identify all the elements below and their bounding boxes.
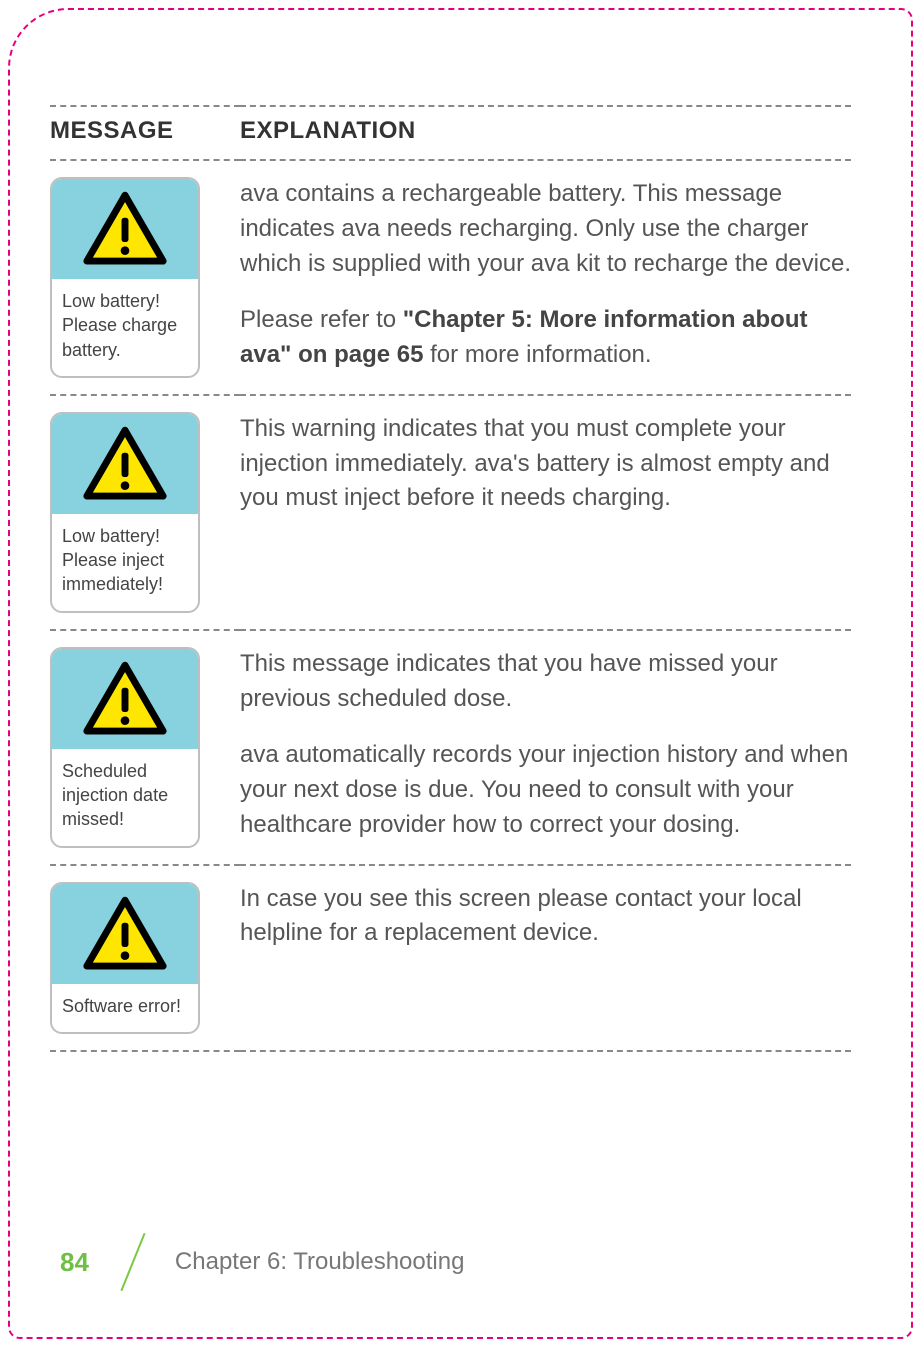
page-footer: 84 Chapter 6: Troubleshooting (60, 1237, 464, 1287)
message-card-text: Software error! (52, 984, 198, 1032)
message-cell: Scheduled injection date missed! (50, 630, 240, 865)
message-card-text: Low battery! Please charge battery. (52, 279, 198, 376)
explanation-segment: This warning indicates that you must com… (240, 415, 830, 512)
explanation-segment: Please refer to (240, 306, 403, 333)
main-content: MESSAGE EXPLANATION Low battery! Please … (50, 105, 851, 1052)
page-number: 84 (60, 1247, 89, 1278)
message-cell: Low battery! Please inject immediately! (50, 395, 240, 630)
message-card: Low battery! Please charge battery. (50, 177, 200, 378)
explanation-cell: In case you see this screen please conta… (240, 865, 851, 1051)
table-row: Software error! In case you see this scre… (50, 865, 851, 1051)
explanation-paragraph: Please refer to "Chapter 5: More informa… (240, 303, 851, 373)
warning-triangle-icon (80, 190, 170, 268)
message-card-text: Low battery! Please inject immediately! (52, 514, 198, 611)
explanation-paragraph: ava contains a rechargeable battery. Thi… (240, 177, 851, 281)
table-row: Low battery! Please inject immediately! T… (50, 395, 851, 630)
troubleshooting-table: MESSAGE EXPLANATION Low battery! Please … (50, 105, 851, 1052)
message-card-icon-area (52, 884, 198, 984)
explanation-paragraph: This message indicates that you have mis… (240, 647, 851, 717)
message-cell: Software error! (50, 865, 240, 1051)
table-row: Low battery! Please charge battery. ava c… (50, 160, 851, 395)
message-card-icon-area (52, 179, 198, 279)
warning-triangle-icon (80, 895, 170, 973)
chapter-label: Chapter 6: Troubleshooting (175, 1248, 465, 1276)
explanation-paragraph: ava automatically records your injection… (240, 738, 851, 842)
explanation-paragraph: This warning indicates that you must com… (240, 412, 851, 516)
explanation-segment: ava contains a rechargeable battery. Thi… (240, 180, 851, 277)
table-body: Low battery! Please charge battery. ava c… (50, 160, 851, 1051)
table-row: Scheduled injection date missed! This mes… (50, 630, 851, 865)
explanation-segment: for more information. (423, 341, 651, 368)
explanation-segment: In case you see this screen please conta… (240, 885, 802, 947)
message-card: Low battery! Please inject immediately! (50, 412, 200, 613)
footer-slash-decoration (107, 1237, 157, 1287)
explanation-text: ava contains a rechargeable battery. Thi… (240, 177, 851, 373)
message-card: Scheduled injection date missed! (50, 647, 200, 848)
explanation-segment: ava automatically records your injection… (240, 741, 848, 838)
message-cell: Low battery! Please charge battery. (50, 160, 240, 395)
explanation-segment: This message indicates that you have mis… (240, 650, 778, 712)
explanation-text: In case you see this screen please conta… (240, 882, 851, 952)
header-explanation: EXPLANATION (240, 106, 851, 160)
explanation-text: This warning indicates that you must com… (240, 412, 851, 516)
message-card-text: Scheduled injection date missed! (52, 749, 198, 846)
message-card-icon-area (52, 649, 198, 749)
warning-triangle-icon (80, 660, 170, 738)
warning-triangle-icon (80, 425, 170, 503)
message-card-icon-area (52, 414, 198, 514)
explanation-cell: This warning indicates that you must com… (240, 395, 851, 630)
explanation-cell: ava contains a rechargeable battery. Thi… (240, 160, 851, 395)
message-card: Software error! (50, 882, 200, 1034)
explanation-paragraph: In case you see this screen please conta… (240, 882, 851, 952)
explanation-cell: This message indicates that you have mis… (240, 630, 851, 865)
explanation-text: This message indicates that you have mis… (240, 647, 851, 843)
header-message: MESSAGE (50, 106, 240, 160)
